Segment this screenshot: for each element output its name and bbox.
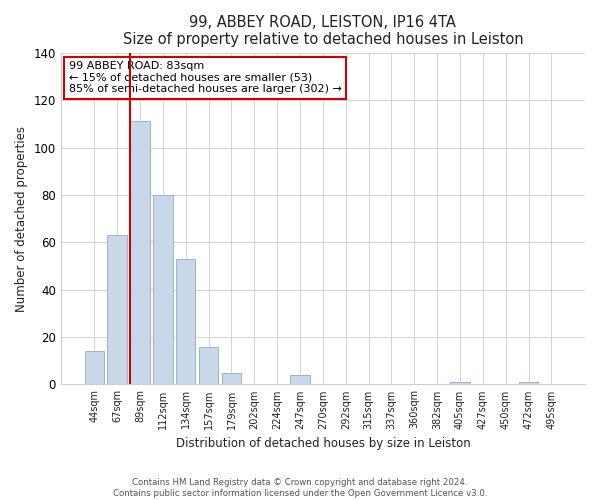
Text: Contains HM Land Registry data © Crown copyright and database right 2024.
Contai: Contains HM Land Registry data © Crown c… <box>113 478 487 498</box>
Bar <box>85 352 104 384</box>
Bar <box>153 195 173 384</box>
Bar <box>519 382 538 384</box>
Bar <box>130 122 150 384</box>
Bar <box>222 372 241 384</box>
Bar <box>107 235 127 384</box>
Text: 99 ABBEY ROAD: 83sqm
← 15% of detached houses are smaller (53)
85% of semi-detac: 99 ABBEY ROAD: 83sqm ← 15% of detached h… <box>68 61 341 94</box>
Title: 99, ABBEY ROAD, LEISTON, IP16 4TA
Size of property relative to detached houses i: 99, ABBEY ROAD, LEISTON, IP16 4TA Size o… <box>122 15 523 48</box>
Y-axis label: Number of detached properties: Number of detached properties <box>15 126 28 312</box>
Bar <box>451 382 470 384</box>
Bar <box>199 346 218 385</box>
Bar <box>176 259 196 384</box>
X-axis label: Distribution of detached houses by size in Leiston: Distribution of detached houses by size … <box>176 437 470 450</box>
Bar <box>290 375 310 384</box>
